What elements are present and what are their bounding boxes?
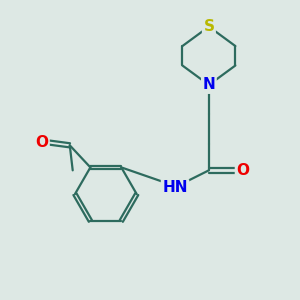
Text: O: O xyxy=(35,135,48,150)
Text: N: N xyxy=(202,77,215,92)
Text: S: S xyxy=(203,19,214,34)
Text: HN: HN xyxy=(162,181,188,196)
Text: O: O xyxy=(236,163,249,178)
